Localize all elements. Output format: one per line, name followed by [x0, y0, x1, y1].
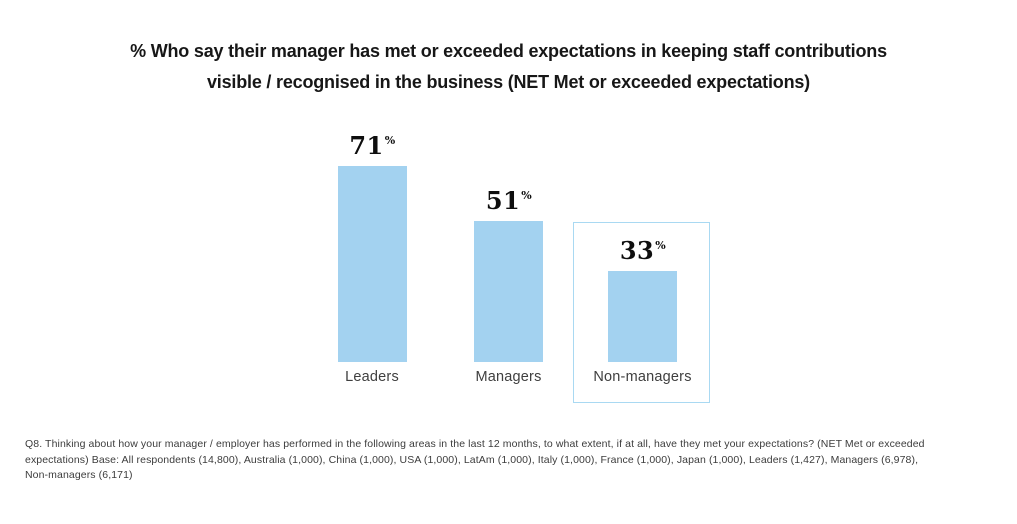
bar-value-managers: 51% [440, 189, 578, 215]
percent-sign: % [655, 239, 667, 252]
bar-group-non-managers: 33% Non-managers [574, 0, 712, 420]
chart-title: % Who say their manager has met or excee… [0, 36, 1017, 98]
chart-title-line-1: % Who say their manager has met or excee… [130, 41, 887, 61]
footnote-line-3: Non-managers (6,171) [25, 469, 133, 482]
chart-title-line-2: visible / recognised in the business (NE… [207, 72, 810, 92]
bar-leaders [337, 166, 407, 362]
category-label-non-managers: Non-managers [593, 369, 692, 385]
percent-sign: % [521, 189, 533, 202]
percent-sign: % [384, 134, 396, 147]
bar-non-managers [608, 271, 677, 362]
bar-value-number: 51 [485, 186, 521, 215]
footnote: Q8. Thinking about how your manager / em… [25, 437, 985, 484]
bar-group-managers: 51% Managers [440, 0, 578, 420]
bar-managers [474, 221, 543, 362]
bar-group-leaders: 71% Leaders [303, 0, 441, 420]
bar-value-number: 33 [619, 236, 655, 265]
highlight-box-non-managers [573, 222, 710, 403]
category-label-leaders: Leaders [345, 369, 399, 385]
bar-value-number: 71 [349, 131, 384, 160]
footnote-line-1: Q8. Thinking about how your manager / em… [25, 438, 925, 450]
bar-value-non-managers: 33% [574, 239, 712, 265]
footnote-line-2: expectations) Base: All respondents (14,… [25, 453, 919, 466]
bar-value-leaders: 71% [303, 134, 441, 160]
category-label-managers: Managers [475, 369, 542, 385]
